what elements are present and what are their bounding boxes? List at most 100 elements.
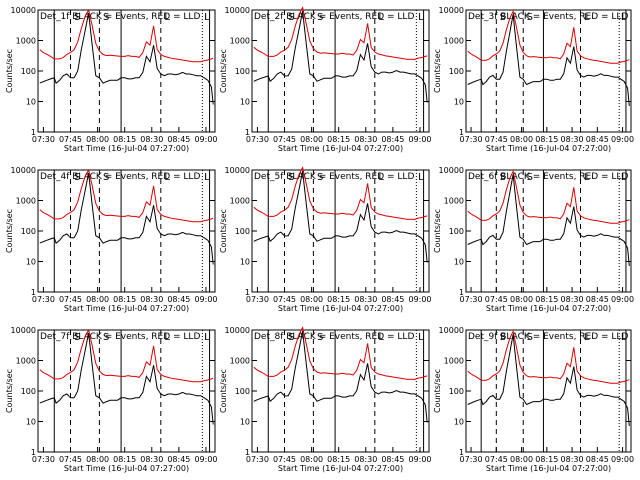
lld-series-line [467, 329, 630, 384]
lld-series-line [467, 169, 630, 224]
x-tick-label: 08:30 [561, 135, 584, 144]
x-axis-title: Start Time (16-Jul-04 07:27:00) [64, 144, 189, 153]
x-tick-label: 07:30 [32, 135, 55, 144]
region-letter: S [500, 172, 506, 183]
x-tick-label: 08:15 [113, 455, 136, 464]
chart-title: Det_9f BLACK = Events, RED = LLD [468, 332, 628, 342]
x-tick-label: 09:00 [194, 295, 217, 304]
region-letter: L [204, 172, 210, 183]
region-letter: L [621, 172, 627, 183]
y-tick-label: 1000 [230, 197, 250, 206]
x-tick-label: 09:00 [408, 455, 431, 464]
y-axis-title: Counts/sec [433, 49, 442, 93]
region-letter: L [204, 332, 210, 343]
x-tick-label: 07:45 [273, 455, 296, 464]
x-tick-label: 08:30 [561, 295, 584, 304]
events-series-line [467, 174, 630, 266]
x-tick-label: 07:30 [246, 135, 269, 144]
x-tick-label: 09:00 [611, 295, 634, 304]
region-letter: S [288, 12, 294, 23]
y-tick-label: 10000 [225, 6, 250, 15]
y-tick-label: 10000 [11, 6, 36, 15]
y-tick-label: 10 [454, 98, 464, 107]
events-series-line [467, 334, 630, 426]
y-tick-label: 100 [235, 67, 250, 76]
y-tick-label: 1 [459, 448, 464, 457]
y-tick-label: 100 [21, 67, 36, 76]
lld-series-line [39, 168, 214, 223]
y-tick-label: 1000 [230, 357, 250, 366]
y-axis-title: Counts/sec [219, 209, 228, 253]
region-letter: L [378, 172, 384, 183]
y-tick-label: 1000 [444, 37, 464, 46]
x-tick-label: 08:15 [535, 295, 558, 304]
y-axis-title: Counts/sec [5, 49, 14, 93]
x-tick-label: 08:00 [300, 295, 323, 304]
x-tick-label: 08:30 [561, 455, 584, 464]
y-axis-title: Counts/sec [219, 49, 228, 93]
region-letter: L [164, 172, 170, 183]
x-tick-label: 07:45 [485, 295, 508, 304]
y-axis-title: Counts/sec [219, 369, 228, 413]
region-letter: L [418, 172, 424, 183]
y-tick-label: 10000 [439, 326, 464, 335]
plot-frame [465, 329, 632, 453]
region-letter: L [164, 332, 170, 343]
plot-frame [465, 169, 632, 293]
region-letter: S [500, 332, 506, 343]
x-axis-title: Start Time (16-Jul-04 07:27:00) [486, 304, 611, 313]
x-tick-label: 08:30 [140, 455, 163, 464]
y-tick-label: 10 [26, 258, 36, 267]
y-tick-label: 10000 [439, 166, 464, 175]
y-axis-title: Counts/sec [5, 209, 14, 253]
region-letter: S [317, 332, 323, 343]
x-tick-label: 08:45 [586, 295, 609, 304]
region-letter: S [74, 332, 80, 343]
plot-frame [465, 9, 632, 133]
events-series-line [39, 172, 214, 265]
x-tick-label: 08:45 [381, 135, 404, 144]
y-tick-label: 10 [240, 258, 250, 267]
x-axis-title: Start Time (16-Jul-04 07:27:00) [278, 304, 403, 313]
y-tick-label: 10000 [225, 166, 250, 175]
x-tick-label: 08:15 [327, 455, 350, 464]
y-tick-label: 10 [26, 98, 36, 107]
chart-title: Det_6f BLACK = Events, RED = LLD [468, 172, 628, 182]
x-axis-title: Start Time (16-Jul-04 07:27:00) [486, 144, 611, 153]
region-letter: S [74, 172, 80, 183]
y-tick-label: 10 [26, 418, 36, 427]
chart-title: Det_1f BLACK = Events, RED = LLD [40, 12, 200, 22]
region-letter: S [74, 12, 80, 23]
y-tick-label: 1 [245, 288, 250, 297]
y-tick-label: 1 [31, 288, 36, 297]
x-tick-label: 08:30 [140, 135, 163, 144]
y-tick-label: 1000 [444, 357, 464, 366]
y-tick-label: 10000 [225, 326, 250, 335]
y-tick-label: 100 [449, 387, 464, 396]
x-tick-label: 09:00 [194, 455, 217, 464]
x-axis-title: Start Time (16-Jul-04 07:27:00) [64, 304, 189, 313]
x-axis-title: Start Time (16-Jul-04 07:27:00) [486, 464, 611, 473]
region-letter: L [584, 12, 590, 23]
plot-frame [251, 169, 430, 293]
x-tick-label: 07:30 [246, 455, 269, 464]
events-series-line [39, 12, 214, 105]
y-tick-label: 1 [245, 128, 250, 137]
y-tick-label: 10 [454, 418, 464, 427]
lld-series-line [467, 9, 630, 64]
x-tick-label: 07:45 [485, 455, 508, 464]
x-tick-label: 08:00 [86, 455, 109, 464]
region-letter: L [378, 12, 384, 23]
x-tick-label: 07:30 [32, 455, 55, 464]
x-tick-label: 08:30 [354, 295, 377, 304]
events-series-line [253, 171, 428, 263]
x-tick-label: 08:00 [86, 295, 109, 304]
